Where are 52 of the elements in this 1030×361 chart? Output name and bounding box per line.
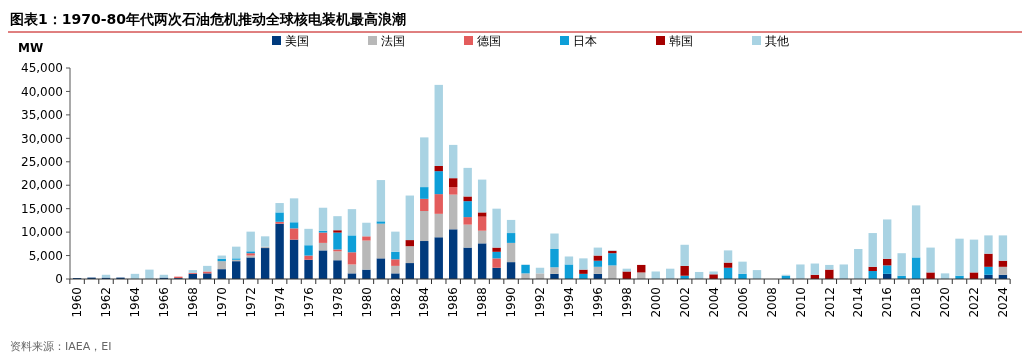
legend-label: 其他 xyxy=(765,34,789,48)
y-tick-label: 25,000 xyxy=(21,154,63,169)
x-tick-label: 1972 xyxy=(243,287,258,318)
x-tick-label: 1990 xyxy=(504,287,519,318)
x-tick-label: 1980 xyxy=(359,287,374,318)
y-tick-label: 0 xyxy=(55,272,63,287)
x-tick-label: 2016 xyxy=(880,287,895,318)
y-tick-label: 45,000 xyxy=(21,61,63,76)
x-tick-label: 1970 xyxy=(214,287,229,318)
legend-label: 韩国 xyxy=(669,34,693,48)
legend-label: 德国 xyxy=(477,34,501,48)
x-tick-label: 2004 xyxy=(706,287,721,318)
x-tick-label: 1992 xyxy=(533,287,548,318)
y-tick-label: 40,000 xyxy=(21,84,63,99)
x-tick-label: 1976 xyxy=(301,287,316,318)
x-tick-label: 1964 xyxy=(128,287,143,318)
x-tick-label: 1974 xyxy=(272,287,287,318)
legend-label: 美国 xyxy=(285,34,309,48)
y-tick-label: 15,000 xyxy=(21,201,63,216)
x-tick-label: 1982 xyxy=(388,287,403,318)
y-tick-label: 5,000 xyxy=(28,248,63,263)
x-tick-label: 1960 xyxy=(70,287,85,318)
x-tick-label: 2014 xyxy=(851,287,866,318)
x-tick-label: 2008 xyxy=(764,287,779,318)
legend-label: 日本 xyxy=(573,34,597,48)
x-tick-label: 2006 xyxy=(735,287,750,318)
x-tick-label: 1998 xyxy=(620,287,634,318)
legend-label: 法国 xyxy=(381,34,405,48)
y-axis-title: MW xyxy=(18,41,44,55)
x-tick-label: 2020 xyxy=(938,287,953,318)
x-tick-label: 2002 xyxy=(677,287,692,318)
x-tick-label: 2018 xyxy=(909,287,924,318)
x-tick-label: 2010 xyxy=(793,287,808,318)
x-tick-label: 1994 xyxy=(562,287,577,318)
y-tick-label: 35,000 xyxy=(21,108,63,123)
text: 资料来源：IAEA，EI xyxy=(10,340,112,353)
x-tick-label: 2000 xyxy=(648,287,663,318)
x-tick-label: 1978 xyxy=(330,287,345,318)
y-tick-label: 20,000 xyxy=(21,178,63,193)
x-tick-label: 1996 xyxy=(591,287,606,318)
y-tick-label: 30,000 xyxy=(21,131,63,146)
x-tick-label: 2012 xyxy=(822,287,837,318)
x-tick-label: 1962 xyxy=(99,287,114,318)
x-tick-label: 1988 xyxy=(475,287,490,318)
x-tick-label: 1968 xyxy=(186,287,201,318)
x-tick-label: 1966 xyxy=(157,287,172,318)
x-tick-label: 2024 xyxy=(996,287,1011,318)
chart-title: 图表1：1970-80年代两次石油危机推动全球核电装机最高浪潮 xyxy=(10,11,406,27)
x-tick-label: 2022 xyxy=(967,287,982,318)
x-tick-label: 1984 xyxy=(417,287,432,318)
x-tick-label: 1986 xyxy=(446,287,461,318)
y-tick-label: 10,000 xyxy=(21,225,63,240)
